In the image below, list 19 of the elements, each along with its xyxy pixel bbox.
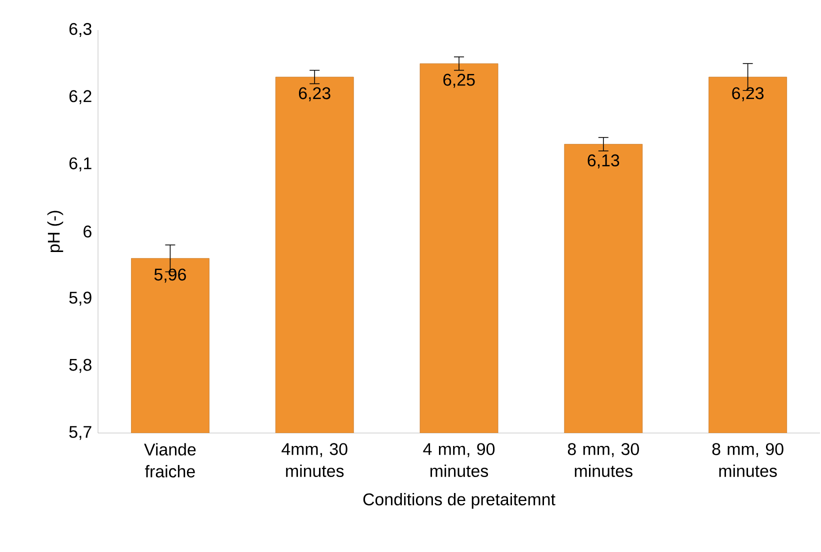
- data-label: 6,25: [443, 74, 475, 88]
- y-tick-label: 6,1: [69, 157, 92, 172]
- x-axis-title: Conditions de pretaitemnt: [363, 492, 556, 509]
- x-tick-label: Viande fraiche: [144, 443, 196, 478]
- data-label: 6,23: [298, 87, 330, 102]
- y-tick-label: 6,3: [69, 23, 92, 37]
- data-label: 5,96: [154, 268, 186, 283]
- x-tick-label: 4 mm, 90 minutes: [423, 443, 495, 478]
- x-tick-label: 8 mm, 30 minutes: [568, 443, 639, 478]
- y-tick-label: 5,7: [69, 426, 92, 440]
- data-label: 6,13: [588, 154, 620, 168]
- x-tick-label: 8 mm, 90 minutes: [712, 443, 784, 478]
- y-tick-label: 6,2: [69, 90, 92, 104]
- y-tick-label: 5,8: [69, 358, 92, 373]
- data-label: 6,23: [732, 87, 764, 102]
- x-tick-label: 4mm, 30 minutes: [282, 443, 348, 478]
- y-axis-title: pH (-): [47, 210, 64, 252]
- y-tick-label: 6: [84, 226, 92, 238]
- y-tick-label: 5,9: [69, 292, 92, 306]
